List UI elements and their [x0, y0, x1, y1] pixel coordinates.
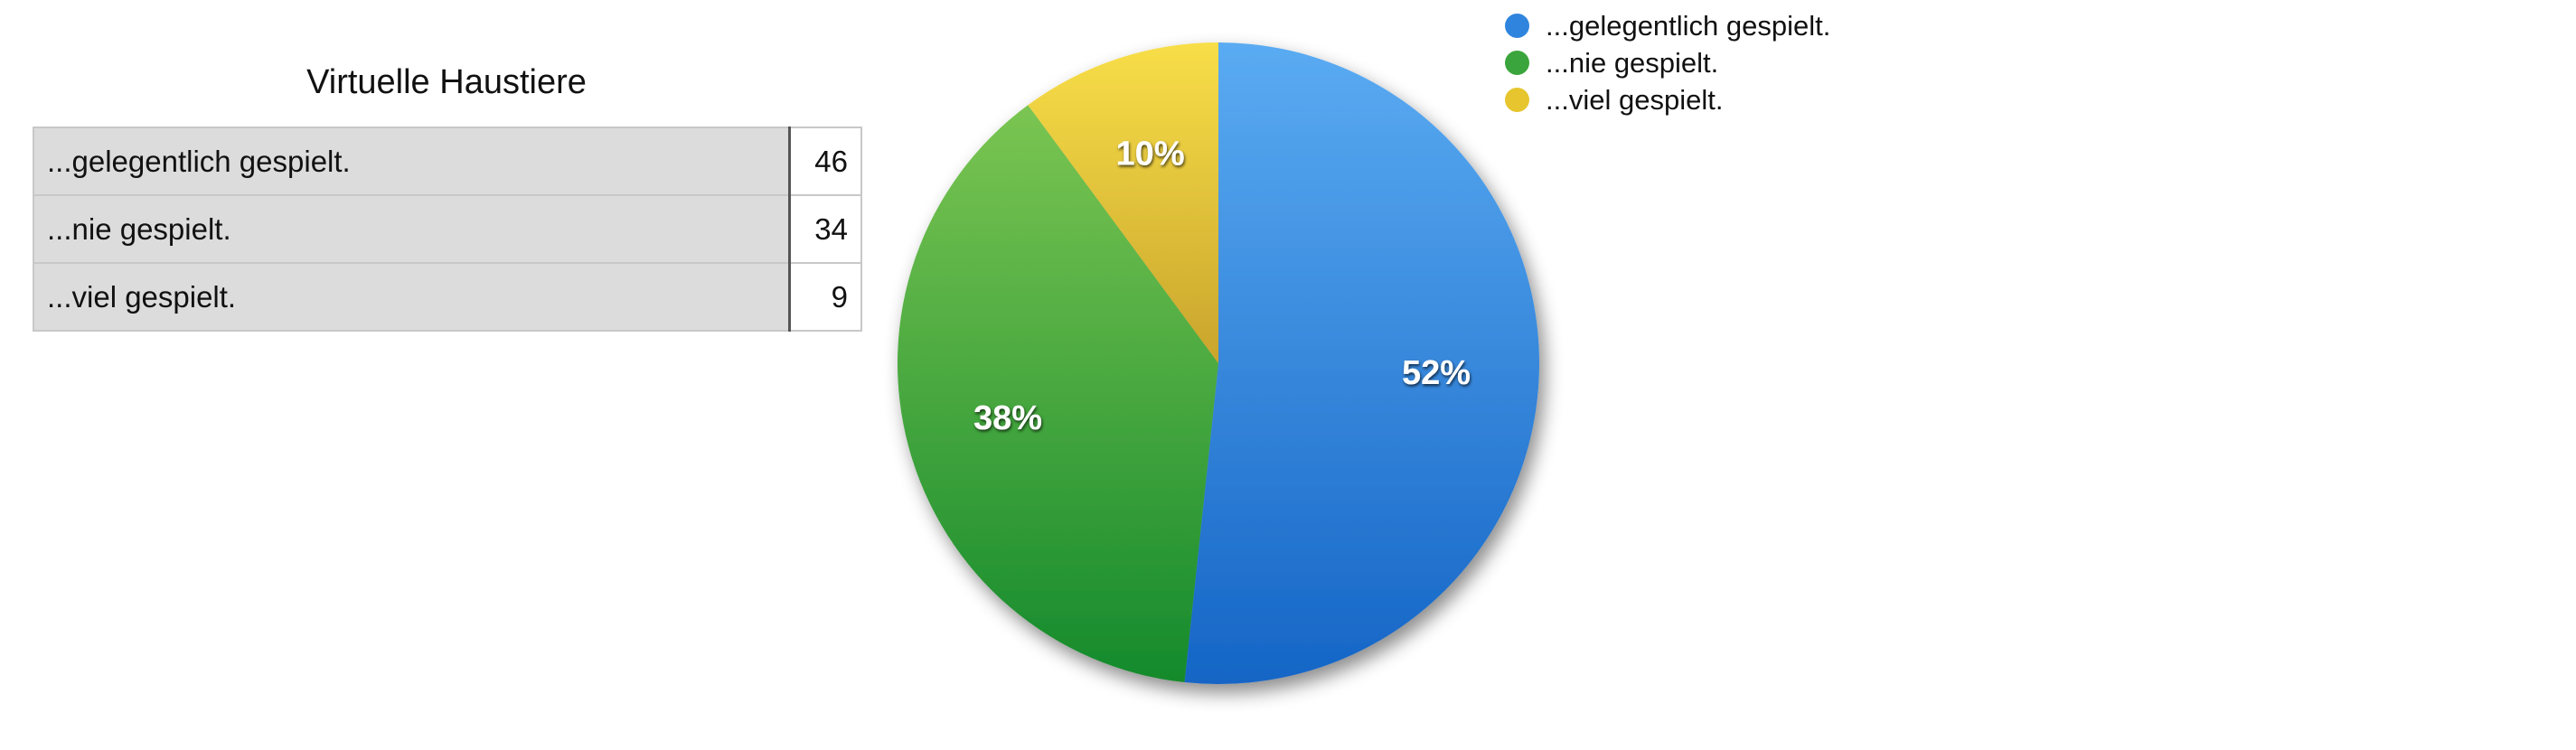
pie-slice [1184, 42, 1540, 684]
slice-percent-label: 10% [1116, 136, 1185, 173]
table-cell-label: ...gelegentlich gespielt. [33, 127, 791, 196]
legend-item: ...nie gespielt. [1505, 44, 1830, 81]
legend-label: ...nie gespielt. [1546, 46, 1719, 79]
table-row: ...nie gespielt. 34 [33, 194, 862, 264]
pie-slice [1028, 42, 1218, 363]
legend-swatch [1505, 88, 1529, 112]
slice-percent-label: 52% [1402, 354, 1471, 392]
table-cell-value: 46 [788, 127, 862, 196]
pie-slice [898, 105, 1218, 683]
pie-chart: 52% 38% 10% [898, 42, 1540, 684]
data-table: ...gelegentlich gespielt. 46 ...nie gesp… [33, 127, 862, 332]
legend-swatch [1505, 14, 1529, 38]
legend-swatch [1505, 51, 1529, 75]
table-cell-label: ...viel gespielt. [33, 262, 791, 332]
legend-label: ...viel gespielt. [1546, 83, 1724, 116]
legend: ...gelegentlich gespielt. ...nie gespiel… [1505, 7, 1830, 118]
legend-item: ...gelegentlich gespielt. [1505, 7, 1830, 44]
table-cell-value: 34 [788, 194, 862, 264]
table-cell-value: 9 [788, 262, 862, 332]
legend-item: ...viel gespielt. [1505, 81, 1830, 118]
table-row: ...viel gespielt. 9 [33, 262, 862, 332]
table-row: ...gelegentlich gespielt. 46 [33, 127, 862, 196]
table-cell-label: ...nie gespielt. [33, 194, 791, 264]
slice-percent-label: 38% [973, 399, 1042, 437]
legend-label: ...gelegentlich gespielt. [1546, 9, 1831, 42]
table-title: Virtuelle Haustiere [306, 63, 587, 101]
